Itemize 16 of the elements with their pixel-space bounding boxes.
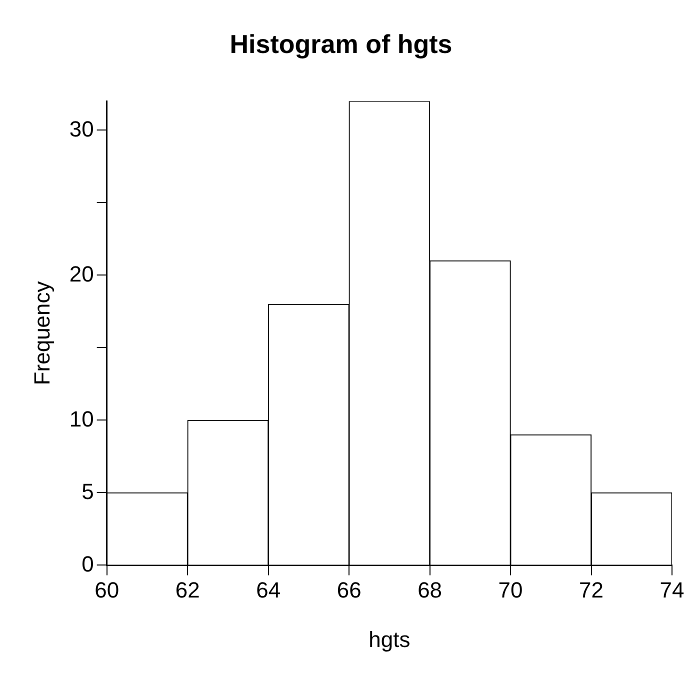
chart-title: Histogram of hgts: [230, 28, 452, 59]
x-tick-label: 72: [579, 577, 604, 602]
x-tick-label: 62: [175, 577, 200, 602]
y-axis-title: Frequency: [29, 281, 54, 386]
x-tick-label: 70: [498, 577, 523, 602]
x-tick-label: 64: [256, 577, 281, 602]
y-tick-label: 5: [82, 478, 94, 504]
x-tick-label: 60: [94, 577, 120, 602]
x-tick-label: 74: [660, 577, 684, 602]
y-tick-label: 20: [69, 261, 94, 286]
y-tick-label: 10: [69, 406, 94, 432]
y-tick-label: 30: [69, 116, 94, 142]
x-tick-label: 68: [418, 577, 442, 602]
x-axis-title: hgts: [368, 626, 410, 652]
y-tick-label: 0: [82, 551, 94, 576]
x-tick-label: 66: [336, 577, 362, 602]
